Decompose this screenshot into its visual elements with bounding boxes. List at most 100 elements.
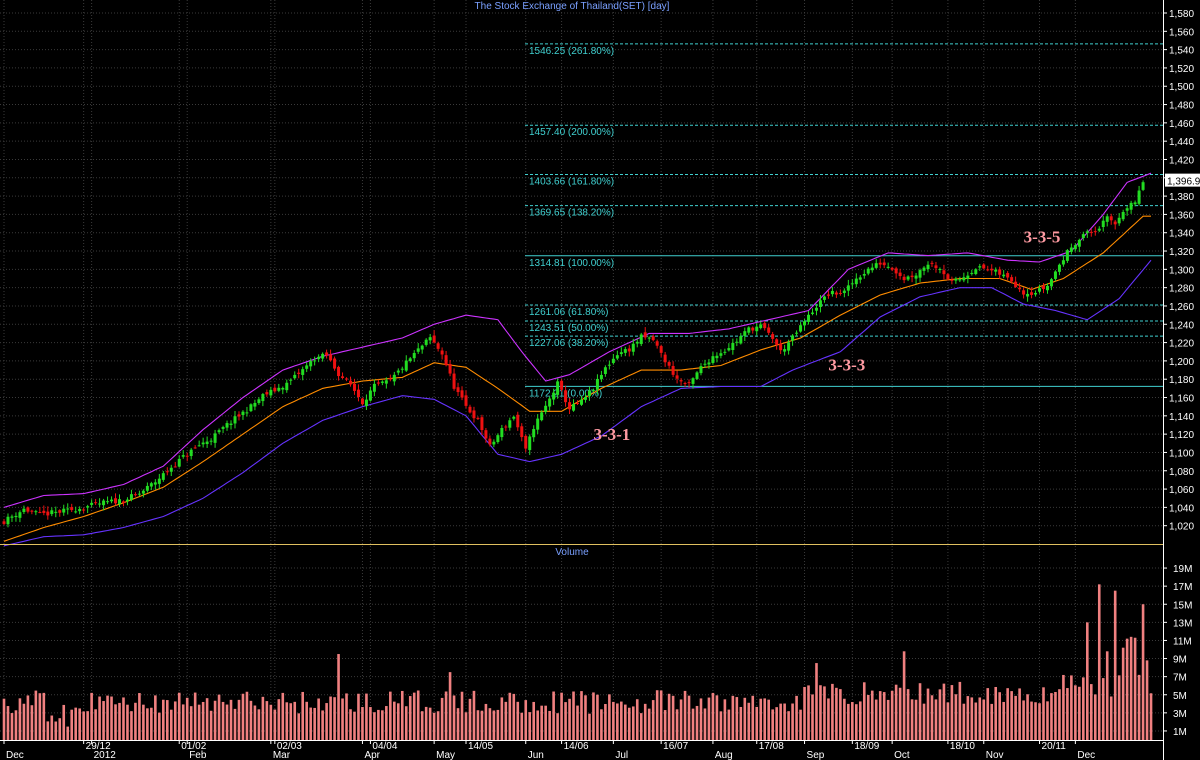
candle-body-250 (998, 269, 1002, 275)
volume-bar-261 (1042, 687, 1045, 740)
volume-bar-159 (635, 699, 639, 740)
candle-body-161 (643, 332, 647, 338)
volume-bar-7 (30, 705, 34, 740)
volume-bar-44 (177, 692, 181, 740)
volume-bar-200 (799, 709, 802, 740)
candle-body-140 (560, 380, 564, 390)
candle-body-30 (121, 501, 125, 503)
volume-bar-142 (568, 698, 571, 740)
volume-bar-268 (1070, 675, 1073, 740)
volume-bar-252 (1006, 688, 1009, 740)
candle-body-29 (118, 499, 121, 505)
candle-body-261 (1042, 285, 1045, 290)
volume-bar-19 (78, 708, 81, 740)
date-label-5: 02/03 (277, 741, 302, 752)
volume-bar-155 (620, 701, 623, 740)
date-label-23: Dec (1077, 750, 1095, 760)
candle-body-0 (2, 521, 6, 524)
volume-bar-162 (647, 708, 651, 740)
candle-body-283 (1129, 202, 1133, 210)
candle-body-99 (396, 370, 400, 373)
volume-bar-237 (946, 702, 950, 740)
candle-body-40 (161, 473, 165, 480)
volume-bar-76 (305, 701, 308, 740)
volume-bar-160 (639, 713, 643, 740)
candle-body-160 (639, 334, 643, 344)
candle-body-145 (580, 399, 583, 405)
volume-bar-180 (719, 711, 723, 740)
volume-bar-213 (851, 702, 854, 740)
candle-body-187 (747, 327, 751, 333)
candle-body-13 (54, 511, 58, 513)
volume-bar-150 (600, 709, 603, 740)
volume-bar-89 (357, 693, 360, 740)
volume-bar-140 (560, 692, 563, 740)
volume-bar-75 (301, 691, 305, 740)
volume-tick-label-5: 11M (1173, 636, 1192, 647)
candle-body-124 (496, 435, 500, 443)
candle-body-211 (842, 290, 846, 294)
volume-bars (2, 584, 1153, 740)
candle-body-194 (775, 339, 779, 345)
candle-body-91 (364, 399, 368, 407)
price-tick-label-24: 1,500 (1169, 82, 1194, 93)
volume-bar-60 (241, 693, 245, 740)
candle-body-237 (946, 274, 950, 280)
volume-bar-269 (1074, 685, 1077, 740)
price-tick-label-11: 1,240 (1169, 320, 1194, 331)
volume-bar-3 (14, 710, 18, 740)
volume-bar-84 (337, 654, 340, 740)
candle-body-47 (189, 449, 193, 457)
volume-bar-2 (10, 713, 14, 740)
price-tick-label-25: 1,520 (1169, 64, 1194, 75)
volume-bar-51 (205, 698, 209, 740)
candle-body-253 (1010, 277, 1014, 282)
volume-bar-128 (512, 693, 516, 740)
volume-bar-247 (986, 688, 990, 740)
candle-body-36 (145, 485, 149, 491)
volume-bar-69 (277, 699, 281, 740)
volume-bar-185 (739, 706, 743, 740)
volume-tick-label-7: 15M (1173, 600, 1192, 611)
volume-bar-157 (627, 707, 631, 740)
volume-bar-32 (130, 711, 133, 740)
candle-body-43 (173, 466, 177, 468)
candle-body-125 (500, 428, 504, 438)
candle-body-83 (333, 358, 337, 369)
volume-bar-249 (994, 686, 998, 740)
volume-bar-104 (416, 690, 420, 740)
volume-bar-90 (361, 707, 364, 740)
candle-body-218 (870, 267, 874, 271)
candle-body-61 (245, 412, 249, 414)
volume-bar-225 (898, 687, 902, 740)
candle-body-17 (70, 507, 74, 511)
candle-body-235 (938, 269, 942, 271)
date-label-3: 01/02 (181, 741, 206, 752)
volume-bar-137 (548, 710, 551, 740)
volume-bar-71 (285, 702, 289, 740)
candle-body-100 (400, 368, 404, 370)
volume-bar-254 (1014, 695, 1017, 740)
candle-body-122 (488, 438, 492, 445)
volume-bar-283 (1129, 636, 1133, 740)
volume-bar-203 (811, 694, 814, 740)
volume-bar-214 (855, 704, 858, 740)
volume-bar-182 (727, 709, 731, 740)
candle-body-202 (807, 314, 811, 322)
candle-body-197 (787, 342, 791, 351)
candle-body-214 (854, 278, 858, 285)
volume-bar-234 (934, 699, 938, 740)
candle-body-50 (201, 442, 205, 445)
volume-bar-67 (269, 704, 273, 740)
volume-tick-label-9: 19M (1173, 564, 1192, 575)
candle-body-51 (205, 441, 209, 445)
volume-bar-228 (910, 699, 914, 740)
candle-body-189 (755, 326, 759, 332)
date-label-20: 18/10 (950, 741, 975, 752)
volume-bar-56 (225, 704, 229, 740)
volume-bar-244 (974, 702, 978, 740)
candle-body-6 (26, 507, 30, 512)
candle-body-281 (1121, 211, 1125, 220)
candle-body-95 (380, 381, 384, 383)
volume-bar-50 (201, 701, 205, 740)
